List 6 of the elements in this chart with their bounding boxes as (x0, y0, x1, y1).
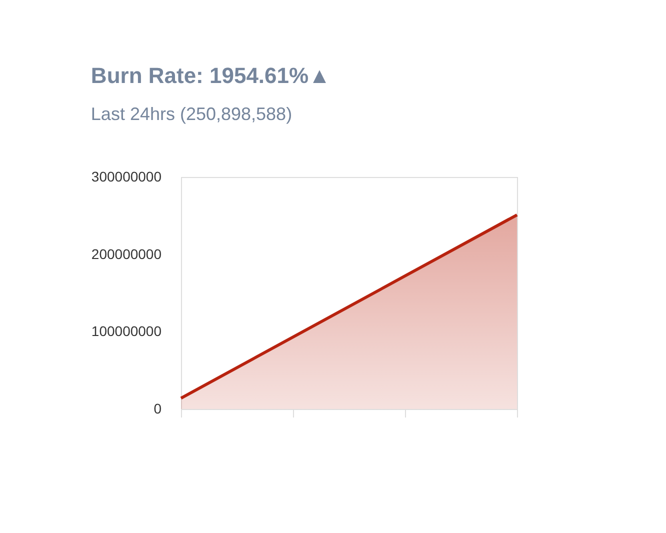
y-tick-label: 0 (154, 400, 162, 416)
chart-title: Burn Rate: 1954.61%▲ (90, 63, 330, 88)
y-tick-label: 300000000 (91, 168, 162, 184)
y-tick-label: 200000000 (91, 246, 162, 262)
chart-subtitle: Last 24hrs (250,898,588) (90, 104, 292, 124)
y-tick-label: 100000000 (91, 323, 162, 340)
